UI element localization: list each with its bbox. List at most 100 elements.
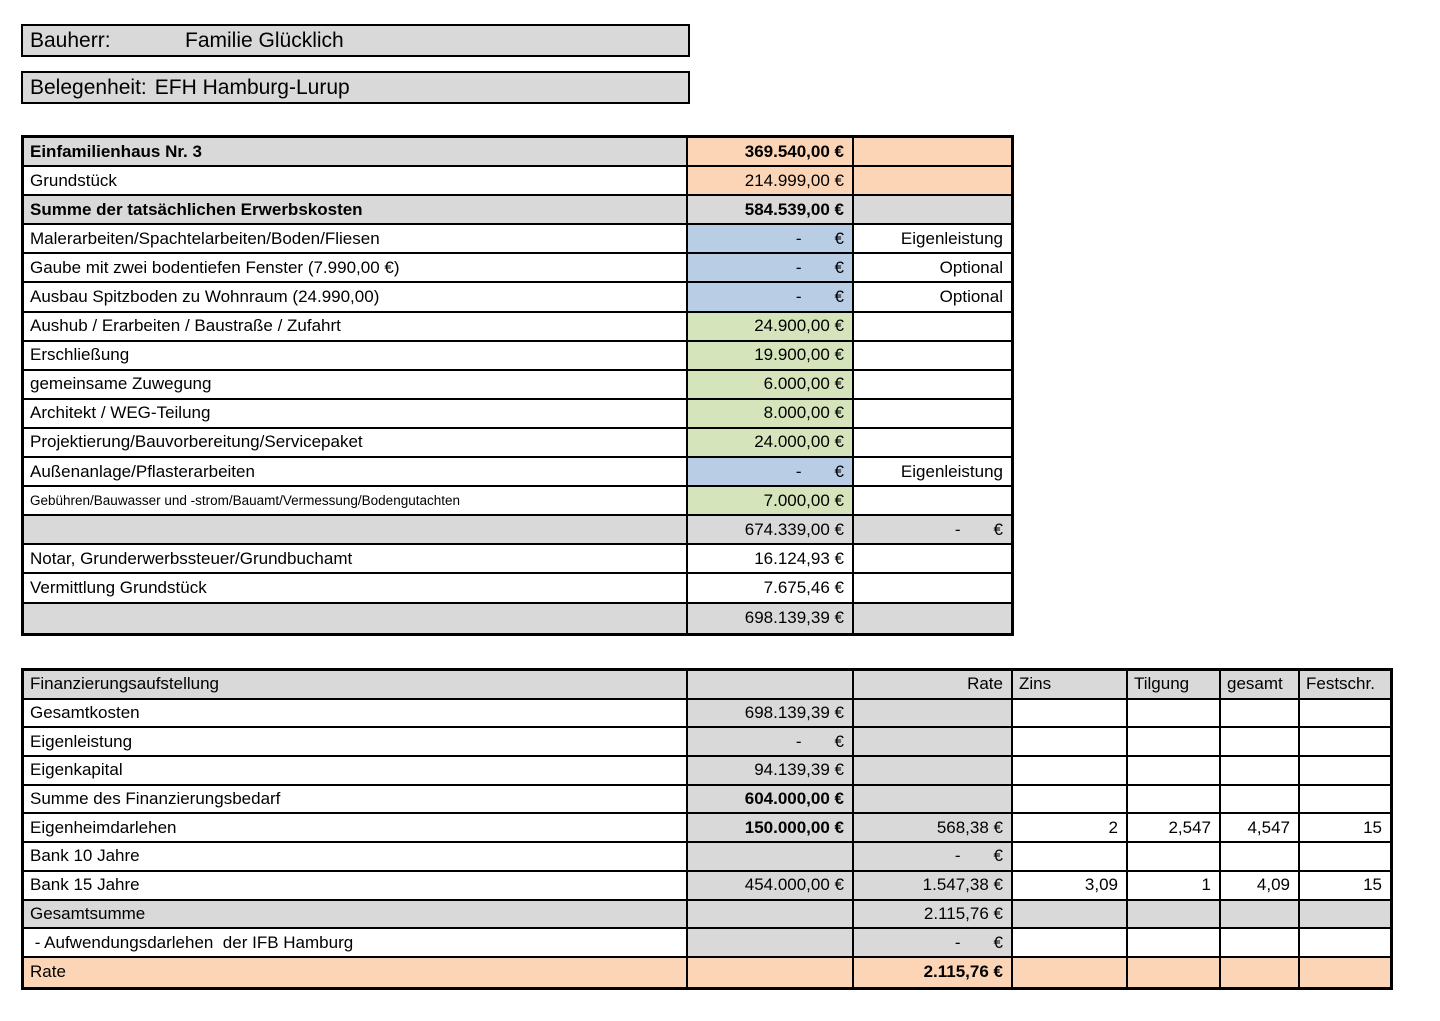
finance-rate xyxy=(854,728,1013,758)
cost-table: Einfamilienhaus Nr. 3 369.540,00 € Grund… xyxy=(21,135,1014,636)
cost-amount: 7.675,46 € xyxy=(688,574,854,604)
finance-amount: 698.139,39 € xyxy=(688,699,854,729)
finance-header-rate: Rate xyxy=(854,671,1013,700)
cost-amount: - € xyxy=(688,458,854,488)
cost-row-label xyxy=(24,516,688,546)
finance-gesamt xyxy=(1221,728,1300,758)
finance-amount: 150.000,00 € xyxy=(688,814,854,844)
cost-note xyxy=(854,371,1011,400)
belegenheit-label: Belegenheit: xyxy=(30,75,147,99)
finance-festschr: 15 xyxy=(1300,872,1390,901)
cost-amount: 7.000,00 € xyxy=(688,487,854,517)
cost-row-label: Grundstück xyxy=(24,167,688,197)
finance-rate xyxy=(854,785,1013,815)
cost-row-label: Malerarbeiten/Spachtelarbeiten/Boden/Fli… xyxy=(24,225,688,255)
finance-row-label: Eigenheimdarlehen xyxy=(24,814,688,844)
finance-zins xyxy=(1013,843,1128,872)
finance-zins: 3,09 xyxy=(1013,871,1128,901)
cost-note xyxy=(854,429,1011,459)
cost-row-label: Notar, Grunderwerbssteuer/Grundbuchamt xyxy=(24,545,688,575)
finance-tilgung xyxy=(1128,699,1221,729)
cost-row-label: Gebühren/Bauwasser und -strom/Bauamt/Ver… xyxy=(24,487,688,517)
finance-gesamt xyxy=(1221,957,1300,987)
finance-rate xyxy=(854,757,1013,786)
finance-zins xyxy=(1013,929,1128,958)
finance-header-amount xyxy=(688,671,854,700)
cost-amount: 6.000,00 € xyxy=(688,370,854,400)
finance-header-festschr: Festschr. xyxy=(1300,671,1390,700)
cost-row-label: Summe der tatsächlichen Erwerbskosten xyxy=(24,196,688,226)
cost-amount: - € xyxy=(688,283,854,313)
finance-tilgung xyxy=(1128,757,1221,786)
cost-note xyxy=(854,545,1011,575)
finance-festschr xyxy=(1300,900,1390,930)
cost-amount: 19.900,00 € xyxy=(688,341,854,371)
finance-row-label: Gesamtkosten xyxy=(24,699,688,729)
finance-gesamt xyxy=(1221,843,1300,872)
cost-row-label: Außenanlage/Pflasterarbeiten xyxy=(24,458,688,488)
cost-amount: 16.124,93 € xyxy=(688,545,854,575)
belegenheit-box: Belegenheit: EFH Hamburg-Lurup xyxy=(21,71,690,104)
finance-rate: 2.115,76 € xyxy=(854,957,1013,987)
finance-zins xyxy=(1013,900,1128,930)
cost-row-label: Erschließung xyxy=(24,341,688,371)
finance-festschr: 15 xyxy=(1300,814,1390,844)
finance-festschr xyxy=(1300,929,1390,958)
cost-note xyxy=(854,487,1011,517)
finance-row-label: Eigenleistung xyxy=(24,728,688,758)
cost-note xyxy=(854,400,1011,429)
cost-row-label: Architekt / WEG-Teilung xyxy=(24,399,688,429)
finance-row-label: Bank 10 Jahre xyxy=(24,843,688,872)
cost-note: Eigenleistung xyxy=(854,225,1011,255)
finance-tilgung xyxy=(1128,957,1221,987)
finance-gesamt xyxy=(1221,785,1300,815)
finance-festschr xyxy=(1300,757,1390,786)
cost-note xyxy=(854,313,1011,342)
finance-rate: 568,38 € xyxy=(854,814,1013,844)
cost-row-label: Vermittlung Grundstück xyxy=(24,574,688,604)
finance-gesamt xyxy=(1221,757,1300,786)
finance-tilgung xyxy=(1128,929,1221,958)
cost-amount: 24.000,00 € xyxy=(688,428,854,459)
cost-amount: 584.539,00 € xyxy=(688,196,854,226)
finance-rate: 2.115,76 € xyxy=(854,900,1013,930)
finance-row-label: Rate xyxy=(24,957,688,987)
finance-amount xyxy=(688,843,854,872)
finance-festschr xyxy=(1300,786,1390,815)
finance-amount: 94.139,39 € xyxy=(688,757,854,786)
cost-note: Optional xyxy=(854,254,1011,284)
finance-rate: 1.547,38 € xyxy=(854,871,1013,901)
finance-rate: - € xyxy=(854,843,1013,872)
cost-note xyxy=(854,167,1011,197)
finance-amount xyxy=(688,957,854,987)
cost-amount: 674.339,00 € xyxy=(688,516,854,546)
finance-tilgung xyxy=(1128,728,1221,758)
cost-note: Eigenleistung xyxy=(854,458,1011,488)
cost-amount: 214.999,00 € xyxy=(688,167,854,197)
cost-note xyxy=(854,574,1011,604)
finance-festschr xyxy=(1300,957,1390,987)
cost-note xyxy=(854,603,1011,633)
finance-table: Finanzierungsaufstellung Rate Zins Tilgu… xyxy=(21,668,1393,990)
cost-note: - € xyxy=(854,516,1011,546)
cost-row-label: Aushub / Erarbeiten / Baustraße / Zufahr… xyxy=(24,312,688,342)
cost-amount: 369.540,00 € xyxy=(688,138,854,168)
finance-tilgung xyxy=(1128,843,1221,872)
finance-festschr xyxy=(1300,843,1390,872)
cost-amount: 698.139,39 € xyxy=(688,603,854,633)
cost-note xyxy=(854,342,1011,371)
finance-amount: 604.000,00 € xyxy=(688,785,854,815)
finance-gesamt xyxy=(1221,900,1300,930)
finance-header-zins: Zins xyxy=(1013,671,1128,700)
finance-zins xyxy=(1013,728,1128,758)
cost-row-label xyxy=(24,603,688,633)
cost-amount: 8.000,00 € xyxy=(688,399,854,429)
finance-gesamt: 4,547 xyxy=(1221,814,1300,844)
cost-note xyxy=(854,196,1011,226)
cost-note xyxy=(854,138,1011,168)
cost-amount: 24.900,00 € xyxy=(688,312,854,342)
cost-row-label: Ausbau Spitzboden zu Wohnraum (24.990,00… xyxy=(24,283,688,313)
cost-row-label: Einfamilienhaus Nr. 3 xyxy=(24,138,688,168)
finance-tilgung xyxy=(1128,900,1221,930)
